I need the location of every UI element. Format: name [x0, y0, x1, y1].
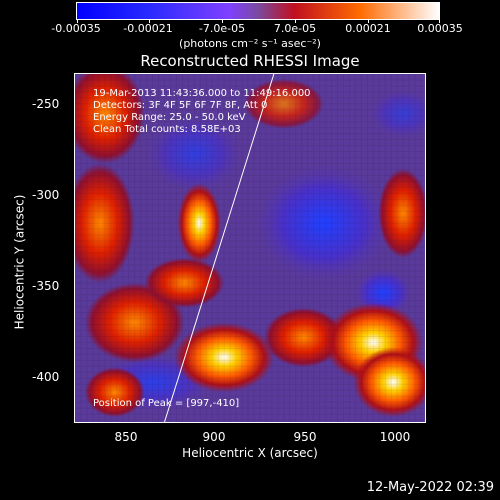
overlay-time: 19-Mar-2013 11:43:36.000 to 11:49:16.000 [93, 88, 311, 99]
x-tick-850: 850 [114, 430, 138, 444]
x-axis-label: Heliocentric X (arcsec) [182, 446, 318, 460]
y-tick-300: -300 [32, 188, 60, 202]
x-tick-1000: 1000 [379, 430, 411, 444]
colorbar-label-4: 7.0e-05 [273, 22, 317, 35]
colorbar [76, 2, 440, 23]
rhessi-image: 19-Mar-2013 11:43:36.000 to 11:49:16.000… [74, 73, 426, 423]
y-tick-400: -400 [32, 370, 60, 384]
overlay-peak: Position of Peak = [997,-410] [93, 398, 240, 409]
y-axis-label: Heliocentric Y (arcsec) [12, 194, 27, 330]
overlay-clean: Clean Total counts: 8.58E+03 [93, 124, 241, 135]
solar-limb-line [164, 74, 275, 422]
colorbar-label-6: 0.00035 [417, 22, 463, 35]
heatmap [75, 74, 425, 422]
overlay-energy: Energy Range: 25.0 - 50.0 keV [93, 112, 246, 123]
colorbar-units: (photons cm⁻² s⁻¹ asec⁻²) [179, 37, 321, 50]
colorbar-label-5: 0.00021 [345, 22, 391, 35]
overlay-detectors: Detectors: 3F 4F 5F 6F 7F 8F, Att 0 [93, 100, 268, 111]
y-tick-350: -350 [32, 279, 60, 293]
plot-title: Reconstructed RHESSI Image [140, 52, 360, 70]
y-tick-250: -250 [32, 97, 60, 111]
x-tick-950: 950 [293, 430, 317, 444]
x-tick-900: 900 [202, 430, 226, 444]
colorbar-label-2: -0.00021 [123, 22, 173, 35]
colorbar-label-1: -0.00035 [51, 22, 101, 35]
timestamp: 12-May-2022 02:39 [366, 480, 494, 495]
colorbar-label-3: -7.0e-05 [198, 22, 246, 35]
